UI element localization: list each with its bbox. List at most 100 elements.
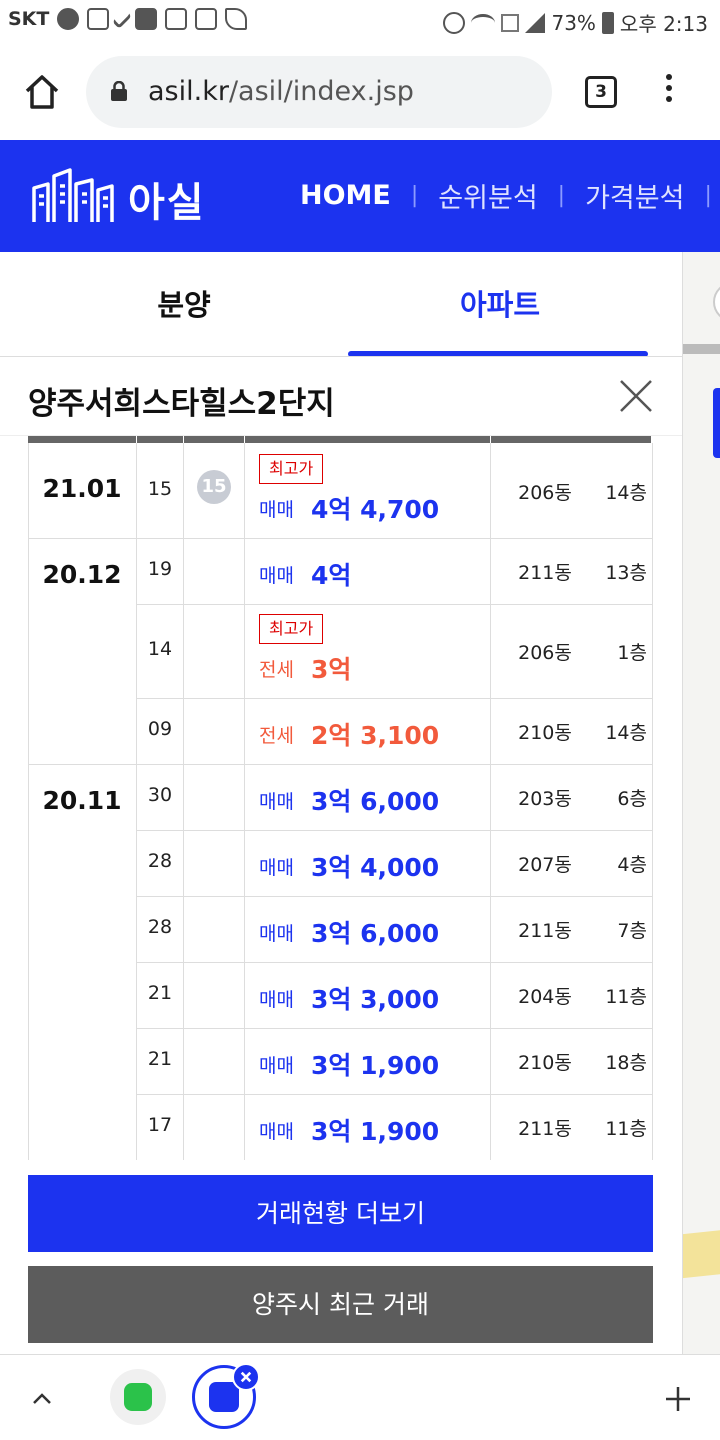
- clock: 오후 2:13: [619, 12, 708, 36]
- check-icon: [112, 9, 133, 29]
- nav-price[interactable]: 가격분석: [585, 183, 685, 214]
- table-grid-line: [490, 443, 491, 1160]
- table-grid-line: [183, 443, 184, 1160]
- day-cell: 14: [147, 638, 173, 660]
- deal-price: 3억 3,000: [311, 985, 440, 1014]
- building-cell: 210동: [518, 1052, 572, 1074]
- floor-cell: 6층: [617, 788, 647, 810]
- divider: [0, 435, 682, 436]
- building-cell: 206동: [518, 642, 572, 664]
- table-header-bar: [491, 436, 651, 443]
- tab-apartment[interactable]: 아파트: [459, 288, 541, 322]
- table-row-line: [28, 764, 653, 765]
- tab-switcher-icon[interactable]: 3: [585, 76, 617, 108]
- lock-icon: [111, 81, 127, 101]
- kakao-app-icon: [124, 1383, 152, 1411]
- building-cell: 211동: [518, 562, 572, 584]
- home-icon[interactable]: [22, 72, 62, 112]
- day-cell: 15: [147, 478, 173, 500]
- table-row-line: [136, 830, 653, 831]
- map-scroll-bar: [683, 344, 720, 354]
- dx-icon: [87, 8, 110, 30]
- floor-cell: 7층: [617, 920, 647, 942]
- browser-bottom-bar: [0, 1354, 720, 1440]
- month-label: 21.01: [42, 474, 122, 503]
- battery-percent: 73%: [551, 10, 596, 35]
- gallery-icon: [165, 8, 188, 30]
- table-row-line: [136, 1028, 653, 1029]
- recent-deals-button[interactable]: 양주시 최근 거래: [28, 1266, 653, 1343]
- table-header-bar: [245, 436, 490, 443]
- map-marker[interactable]: [713, 388, 720, 458]
- plus-icon[interactable]: [664, 1385, 692, 1413]
- floor-cell: 11층: [605, 986, 647, 1008]
- logo-text[interactable]: 아실: [128, 180, 206, 226]
- floor-cell: 18층: [605, 1052, 647, 1074]
- deal-price: 3억 6,000: [311, 919, 440, 948]
- status-bar: SKT 73% 오후 2:13: [0, 0, 720, 44]
- floor-cell: 14층: [605, 482, 647, 504]
- table-row-line: [136, 896, 653, 897]
- active-tab-indicator: [348, 351, 648, 357]
- month-label: 20.12: [42, 560, 122, 589]
- table-row-line: [136, 962, 653, 963]
- url-path: /asil/index.jsp: [228, 76, 414, 107]
- floor-cell: 13층: [605, 562, 647, 584]
- deal-price: 4억: [311, 561, 352, 590]
- table-header-bar: [28, 436, 136, 443]
- close-icon[interactable]: [618, 378, 654, 414]
- table-row-line: [28, 538, 653, 539]
- day-cell: 30: [147, 784, 173, 806]
- day-cell: 28: [147, 850, 173, 872]
- nav-separator: |: [410, 183, 419, 208]
- more-deals-button[interactable]: 거래현황 더보기: [28, 1175, 653, 1252]
- count-badge: 15: [197, 470, 231, 504]
- nav-ranking[interactable]: 순위분석: [438, 183, 538, 214]
- building-cell: 210동: [518, 722, 572, 744]
- asil-app-icon: [209, 1382, 239, 1412]
- nav-home[interactable]: HOME: [300, 180, 391, 211]
- site-header: 아실 HOME | 순위분석 | 가격분석 |: [0, 140, 720, 252]
- url-host: asil.kr: [148, 76, 229, 107]
- url-text: asil.kr/asil/index.jsp: [148, 76, 414, 107]
- tab-thumbnail-kakao[interactable]: [110, 1369, 166, 1425]
- deal-price: 2억 3,100: [311, 721, 440, 750]
- floor-cell: 11층: [605, 1118, 647, 1140]
- logo-icon[interactable]: [30, 164, 210, 228]
- lte-icon: [501, 13, 520, 32]
- tab-presale[interactable]: 분양: [157, 288, 211, 322]
- table-row-line: [136, 698, 653, 699]
- floor-cell: 1층: [617, 642, 647, 664]
- table-header-bar: [184, 436, 244, 443]
- deal-price: 4억 4,700: [311, 495, 440, 524]
- deal-type: 매매: [259, 1055, 294, 1077]
- keyboard-icon: [195, 8, 218, 30]
- table-grid-line: [244, 443, 245, 1160]
- battery-icon: [601, 11, 614, 34]
- building-cell: 206동: [518, 482, 572, 504]
- deal-type: 전세: [259, 659, 294, 681]
- deal-price: 3억 4,000: [311, 853, 440, 882]
- table-grid-line: [136, 443, 137, 1160]
- chevron-up-icon[interactable]: [32, 1389, 52, 1409]
- deal-price: 3억 1,900: [311, 1051, 440, 1080]
- day-cell: 09: [147, 718, 173, 740]
- deal-type: 매매: [259, 989, 294, 1011]
- deal-type: 전세: [259, 725, 294, 747]
- carrier-label: SKT: [8, 8, 50, 30]
- building-cell: 203동: [518, 788, 572, 810]
- browser-toolbar: asil.kr/asil/index.jsp 3: [0, 44, 720, 140]
- wifi-icon: [471, 13, 496, 32]
- day-cell: 19: [147, 558, 173, 580]
- map-preview[interactable]: [682, 252, 720, 1354]
- deal-type: 매매: [259, 565, 294, 587]
- nav-separator: |: [557, 183, 566, 208]
- map-control[interactable]: [713, 282, 720, 322]
- menu-icon[interactable]: [662, 74, 676, 110]
- status-left: SKT: [8, 8, 248, 30]
- tab-close-icon[interactable]: [232, 1363, 260, 1391]
- f-app-icon: [135, 8, 158, 30]
- address-bar[interactable]: asil.kr/asil/index.jsp: [86, 56, 552, 128]
- feather-icon: [225, 8, 248, 30]
- max-price-tag: 최고가: [259, 614, 324, 644]
